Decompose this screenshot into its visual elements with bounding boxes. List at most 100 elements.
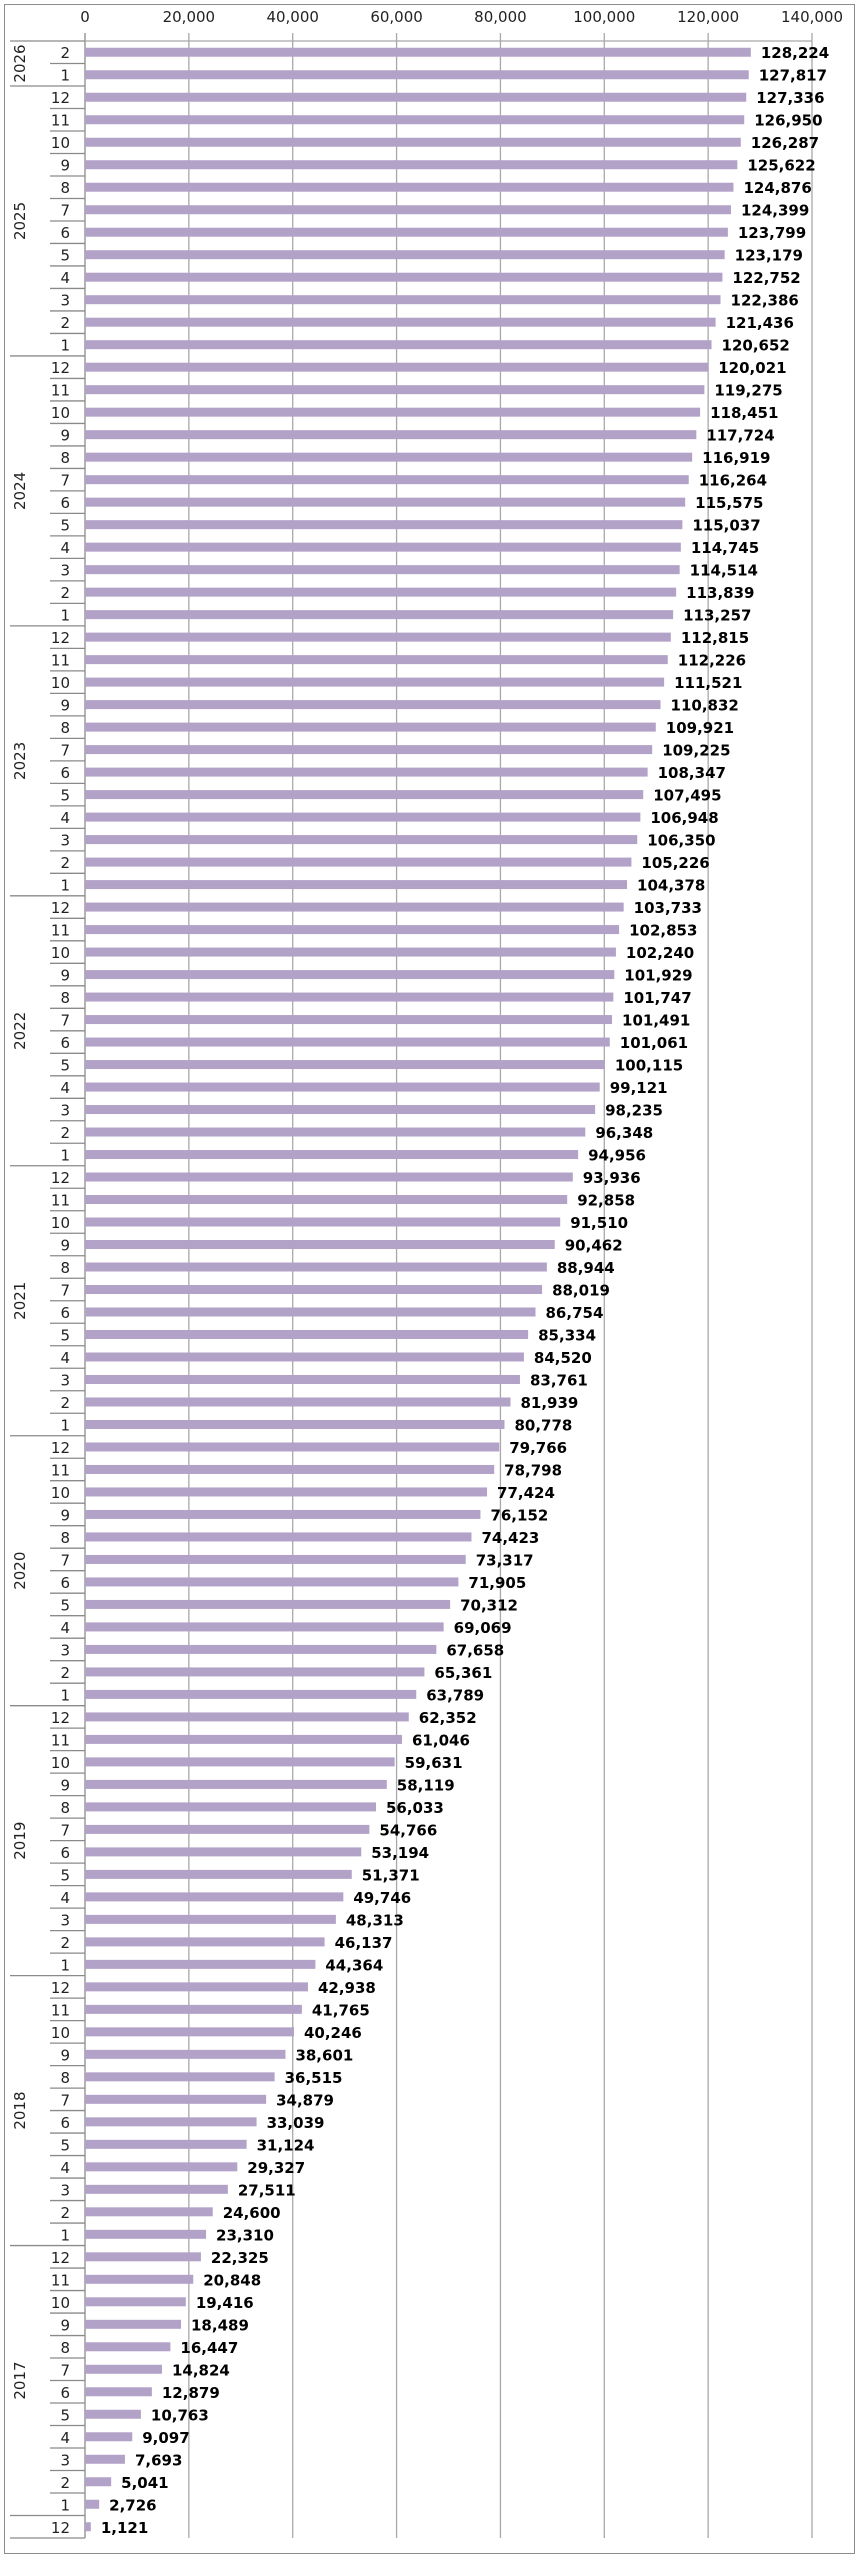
data-label: 2,726 [109, 2496, 156, 2514]
data-label: 9,097 [142, 2429, 189, 2447]
month-label: 12 [51, 899, 70, 917]
data-label: 40,246 [304, 2024, 362, 2042]
month-label: 2 [60, 1664, 70, 1682]
data-label: 121,436 [726, 314, 794, 332]
month-label: 9 [60, 2046, 70, 2064]
month-label: 3 [60, 2181, 70, 2199]
month-label: 11 [51, 652, 70, 670]
data-label: 10,763 [151, 2406, 209, 2424]
month-label: 7 [60, 1012, 70, 1030]
data-label: 5,041 [121, 2474, 168, 2492]
bar [85, 655, 668, 665]
data-label: 94,956 [588, 1147, 646, 1165]
bar [85, 2499, 100, 2509]
x-tick-label: 80,000 [474, 8, 527, 26]
month-label: 11 [51, 1461, 70, 1479]
month-label: 10 [51, 674, 70, 692]
month-label: 12 [51, 1439, 70, 1457]
bar [85, 745, 653, 755]
bar [85, 1914, 336, 1924]
data-label: 19,416 [196, 2294, 254, 2312]
bar [85, 317, 716, 327]
bar [85, 1150, 579, 1160]
data-label: 77,424 [497, 1484, 555, 1502]
month-label: 7 [60, 2091, 70, 2109]
data-label: 92,858 [577, 1192, 635, 1210]
bar [85, 1105, 596, 1115]
bar [85, 1419, 505, 1429]
bar [85, 1352, 524, 1362]
month-label: 4 [60, 2159, 70, 2177]
data-label: 76,152 [490, 1506, 548, 1524]
bar [85, 1599, 451, 1609]
bar [85, 520, 683, 530]
month-label: 8 [60, 449, 70, 467]
month-label: 9 [60, 427, 70, 445]
bar [85, 902, 624, 912]
month-label: 2 [60, 584, 70, 602]
bar [85, 2027, 294, 2037]
data-label: 44,364 [325, 1956, 383, 1974]
bar [85, 2139, 247, 2149]
year-label: 2026 [11, 44, 29, 82]
year-label: 2023 [11, 742, 29, 780]
month-label: 4 [60, 809, 70, 827]
bar [85, 205, 731, 215]
bar [85, 92, 747, 102]
bar [85, 1307, 536, 1317]
month-label: 9 [60, 1237, 70, 1255]
bar [85, 2342, 171, 2352]
data-label: 98,235 [605, 1102, 663, 1120]
month-label: 8 [60, 719, 70, 737]
data-label: 116,919 [702, 449, 770, 467]
month-label: 7 [60, 472, 70, 490]
bar [85, 1622, 444, 1632]
bar [85, 1712, 409, 1722]
bar [85, 227, 728, 237]
month-label: 4 [60, 2429, 70, 2447]
data-label: 7,693 [135, 2451, 182, 2469]
data-label: 79,766 [509, 1439, 567, 1457]
bar [85, 700, 661, 710]
month-label: 5 [60, 247, 70, 265]
month-label: 1 [60, 877, 70, 895]
bar [85, 452, 693, 462]
data-label: 126,287 [751, 134, 819, 152]
bar [85, 790, 644, 800]
bar [85, 1217, 561, 1227]
data-label: 51,371 [362, 1866, 420, 1884]
data-label: 86,754 [546, 1304, 604, 1322]
month-label: 11 [51, 1731, 70, 1749]
year-label: 2024 [11, 472, 29, 510]
month-label: 7 [60, 1551, 70, 1569]
data-label: 125,622 [747, 157, 815, 175]
month-label: 6 [60, 2114, 70, 2132]
month-label: 6 [60, 2384, 70, 2402]
bar [85, 1644, 437, 1654]
month-label: 9 [60, 697, 70, 715]
data-label: 81,939 [520, 1394, 578, 1412]
month-label: 10 [51, 1754, 70, 1772]
data-label: 63,789 [426, 1686, 484, 1704]
bar [85, 1374, 520, 1384]
data-label: 46,137 [335, 1934, 393, 1952]
bar [85, 1082, 600, 1092]
data-label: 124,876 [743, 179, 811, 197]
bar [85, 2319, 182, 2329]
data-label: 116,264 [699, 472, 767, 490]
month-label: 10 [51, 944, 70, 962]
bar [85, 2522, 91, 2532]
bar [85, 992, 614, 1002]
bar [85, 340, 712, 350]
data-label: 54,766 [379, 1821, 437, 1839]
bar [85, 160, 738, 170]
data-label: 49,746 [353, 1889, 411, 1907]
data-label: 101,747 [623, 989, 691, 1007]
month-label: 11 [51, 2271, 70, 2289]
data-label: 93,936 [583, 1169, 641, 1187]
month-label: 11 [51, 382, 70, 400]
bar [85, 2364, 162, 2374]
data-label: 101,929 [624, 967, 692, 985]
data-label: 67,658 [446, 1641, 504, 1659]
